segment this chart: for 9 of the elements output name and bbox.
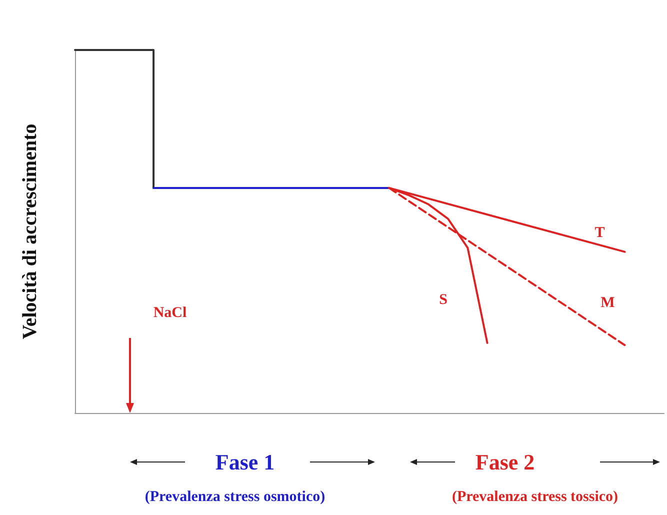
annotation: NaCl — [153, 305, 187, 321]
series-label: S — [439, 292, 448, 308]
text: (Prevalenza stress osmotico) — [144, 489, 326, 505]
text: Fase 1 — [215, 450, 275, 474]
y-axis-title: Velocità di accrescimento — [19, 124, 41, 340]
series-label: M — [600, 295, 615, 312]
text: Fase 2 — [475, 450, 535, 474]
text: (Prevalenza stress tossico) — [452, 489, 618, 505]
series-label: T — [594, 224, 605, 241]
